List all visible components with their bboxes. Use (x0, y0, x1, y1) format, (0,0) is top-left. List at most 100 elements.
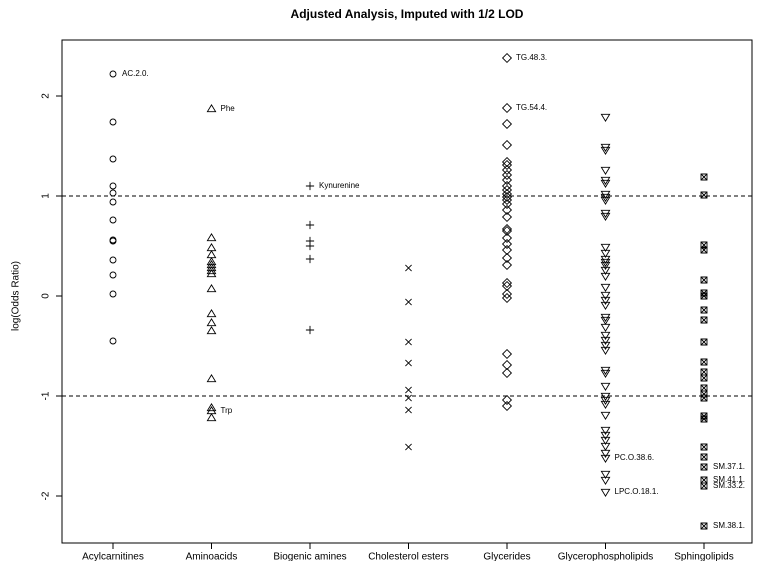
point-shape (600, 261, 611, 270)
point-shape (600, 454, 611, 463)
point-shape (700, 173, 708, 181)
point-shape (700, 358, 708, 366)
point-label: SM.41.1. (713, 475, 745, 484)
point-shape (501, 225, 513, 237)
point-label: PC.O.38.6. (615, 453, 655, 462)
point-shape (206, 413, 217, 422)
point-shape (305, 220, 315, 230)
point-shape (109, 198, 117, 206)
point (501, 225, 513, 237)
x-tick-label: Glycerides (483, 552, 530, 561)
point-shape (405, 264, 412, 272)
point (109, 290, 117, 298)
point (109, 271, 117, 279)
point-shape (206, 233, 217, 242)
point (501, 292, 513, 304)
point-shape (405, 406, 412, 414)
point-shape (501, 191, 513, 203)
point-shape (109, 256, 117, 264)
point (600, 196, 611, 205)
point (109, 70, 117, 78)
point (700, 246, 708, 254)
point (206, 266, 217, 275)
point-shape (501, 198, 513, 210)
point-shape (600, 449, 611, 458)
point (501, 244, 513, 256)
point (305, 325, 315, 335)
point-shape (600, 346, 611, 355)
point-shape (501, 252, 513, 264)
point (206, 374, 217, 383)
point (700, 374, 708, 382)
point-shape (501, 288, 513, 300)
point (405, 443, 412, 451)
point-shape (405, 386, 412, 394)
point-shape (501, 400, 513, 412)
point (600, 113, 611, 122)
point-shape (501, 159, 513, 171)
point (700, 394, 708, 402)
point-shape (600, 296, 611, 305)
point-shape (600, 316, 611, 325)
point (700, 173, 708, 181)
point-shape (405, 443, 412, 451)
point (600, 323, 611, 332)
point-shape (206, 326, 217, 335)
point-shape (109, 337, 117, 345)
point-shape (700, 316, 708, 324)
point (206, 243, 217, 252)
point (501, 252, 513, 264)
point (700, 453, 708, 461)
point (700, 368, 708, 376)
x-tick-label: Biogenic amines (273, 552, 346, 561)
point-shape (405, 338, 412, 346)
point-shape (501, 118, 513, 130)
point-shape (109, 155, 117, 163)
point-shape (501, 348, 513, 360)
point-shape (700, 246, 708, 254)
point (600, 249, 611, 258)
point-shape (600, 341, 611, 350)
point (206, 309, 217, 318)
point-shape (501, 156, 513, 168)
point-shape (600, 179, 611, 188)
y-axis-label: log(Odds Ratio) (11, 261, 22, 331)
point-shape (700, 276, 708, 284)
point-label: AC.2.0. (122, 69, 149, 78)
point (206, 326, 217, 335)
point-shape (501, 102, 513, 114)
point (600, 266, 611, 275)
point (600, 291, 611, 300)
point (109, 216, 117, 224)
point (501, 232, 513, 244)
point-shape (700, 453, 708, 461)
point (501, 367, 513, 379)
point-shape (501, 232, 513, 244)
point-shape (700, 463, 708, 471)
point-shape (206, 243, 217, 252)
point-shape (600, 488, 611, 497)
point-shape (600, 336, 611, 345)
point (600, 212, 611, 221)
point (700, 316, 708, 324)
point-shape (501, 292, 513, 304)
x-tick-label: Aminoacids (186, 552, 238, 561)
point-shape (405, 298, 412, 306)
point (600, 488, 611, 497)
point (600, 301, 611, 310)
point (405, 264, 412, 272)
point (600, 166, 611, 175)
point (600, 331, 611, 340)
point-shape (206, 403, 217, 412)
point (501, 159, 513, 171)
point (700, 358, 708, 366)
point (206, 250, 217, 259)
point-shape (501, 194, 513, 206)
point (305, 241, 315, 251)
point (501, 204, 513, 216)
point-shape (109, 237, 117, 245)
point-label: SM.37.1. (713, 462, 745, 471)
y-tick-label: -1 (41, 391, 52, 400)
point-shape (501, 188, 513, 200)
